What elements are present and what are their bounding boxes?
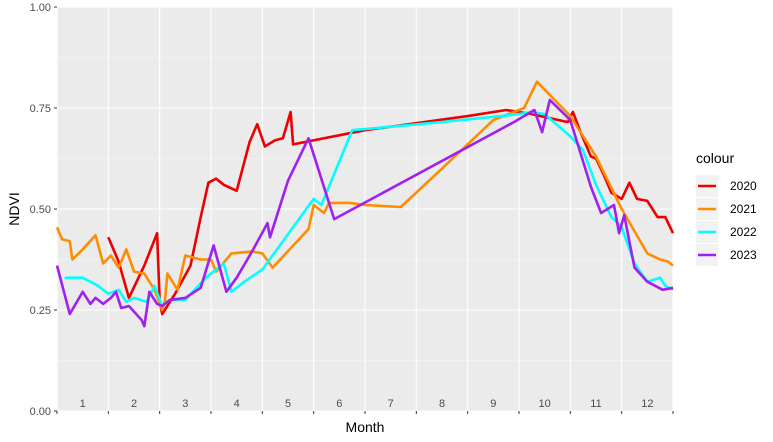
y-tick-label: 1.00 [30,2,51,14]
x-month-label: 11 [590,398,601,410]
series-line-2023 [55,98,674,328]
x-month-label: 5 [285,398,291,410]
x-month-label: 9 [490,398,496,410]
series-line-2020 [107,108,675,316]
y-axis-title: NDVI [6,192,22,225]
x-month-label: 10 [539,398,551,410]
legend-label-2020: 2020 [730,179,757,193]
legend-label-2021: 2021 [730,202,757,216]
legend-title: colour [696,150,734,166]
y-tick-label: 0.00 [30,406,51,418]
legend: colour 2020 2021 2022 2023 [696,150,757,266]
x-month-label: 1 [80,398,86,410]
series-layer [55,80,675,328]
y-axis: 0.00 0.25 0.50 0.75 1.00 [30,2,57,418]
legend-label-2023: 2023 [730,248,757,262]
x-month-label: 2 [131,398,137,410]
x-axis: 1 2 3 4 5 6 7 8 9 10 11 12 [56,398,674,414]
x-month-label: 6 [336,398,342,410]
x-month-label: 8 [439,398,445,410]
x-axis-title: Month [346,419,385,435]
series-line-2021 [55,80,674,312]
x-month-label: 3 [182,398,188,410]
y-tick-label: 0.50 [30,204,51,216]
y-tick-label: 0.25 [30,305,51,317]
y-tick-label: 0.75 [30,103,51,115]
x-month-label: 12 [641,398,653,410]
x-month-label: 7 [388,398,394,410]
x-month-label: 4 [234,398,240,410]
legend-label-2022: 2022 [730,225,757,239]
